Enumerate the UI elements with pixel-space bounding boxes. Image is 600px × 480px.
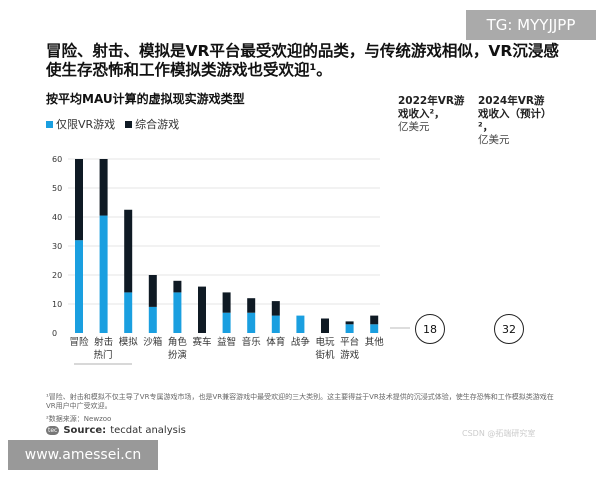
bar-combined (321, 318, 329, 333)
x-tick-label: 沙箱 (143, 336, 162, 348)
legend-combined: 综合游戏 (125, 116, 179, 132)
x-tick-label: 射击 (94, 336, 113, 348)
y-tick-label: 0 (52, 329, 57, 338)
x-tick-label: 扮演 (168, 349, 187, 361)
x-tick-label: 赛车 (192, 336, 211, 348)
csdn-watermark: CSDN @拓端研究室 (462, 429, 536, 438)
footnote-2: ²数据来源：Newzoo (46, 415, 112, 423)
bar-vr-only (222, 312, 231, 333)
y-tick-label: 10 (52, 300, 62, 309)
bar-combined (99, 159, 108, 216)
bar-vr-only (173, 292, 182, 333)
bar-vr-only (247, 312, 256, 333)
bar-combined (247, 298, 256, 313)
bar-vr-only (271, 315, 280, 333)
x-tick-label: 冒险 (69, 336, 89, 348)
group-label: 热门 (93, 349, 112, 361)
bar-combined (271, 301, 280, 316)
bar-combined (370, 315, 379, 325)
revenue-2024-header: 2024年VR游戏收入（预计）²， 亿美元 (478, 95, 547, 146)
x-tick-label: 街机 (315, 349, 335, 361)
legend: 仅限VR游戏 综合游戏 (46, 116, 179, 132)
y-tick-label: 40 (52, 213, 62, 222)
bar-vr-only (370, 324, 379, 333)
y-tick-label: 50 (52, 184, 62, 193)
chart-title: 按平均MAU计算的虚拟现实游戏类型 (46, 92, 245, 106)
bar-vr-only (99, 215, 108, 333)
site-watermark: www.amessei.cn (8, 440, 158, 470)
bar-combined (75, 159, 83, 241)
bar-combined (345, 321, 354, 325)
x-tick-label: 电玩 (315, 336, 335, 348)
x-tick-label: 角色 (168, 336, 188, 348)
bar-vr-only (75, 240, 83, 333)
bar-vr-only (148, 306, 157, 333)
page-title: 冒险、射击、模拟是VR平台最受欢迎的品类，与传统游戏相似，VR沉浸感使生存恐怖和… (46, 42, 559, 79)
x-tick-label: 模拟 (119, 336, 139, 348)
x-tick-label: 战争 (291, 336, 311, 348)
x-tick-label: 其他 (365, 336, 385, 348)
x-tick-label: 体育 (266, 336, 285, 348)
x-tick-label: 益智 (217, 336, 236, 348)
y-tick-label: 60 (52, 155, 62, 164)
bar-combined (173, 280, 182, 293)
y-tick-label: 30 (52, 242, 62, 251)
revenue-2022-value: 18 (415, 314, 445, 344)
revenue-2022-header: 2022年VR游戏收入²， 亿美元 (398, 95, 465, 133)
footnote-1: ¹冒险、射击和模拟不仅主导了VR专属游戏市场，也是VR兼容游戏中最受欢迎的三大类… (46, 393, 554, 410)
revenue-2024-value: 32 (494, 314, 524, 344)
bar-combined (222, 292, 231, 313)
bar-combined (124, 209, 133, 293)
legend-vr-only: 仅限VR游戏 (46, 116, 115, 132)
y-tick-label: 20 (52, 271, 62, 280)
bar-vr-only (296, 315, 305, 333)
x-tick-label: 平台 (340, 336, 359, 348)
bar-combined (198, 286, 206, 333)
bar-combined (148, 275, 157, 307)
x-tick-label: 游戏 (340, 349, 360, 361)
x-tick-label: 音乐 (242, 336, 262, 348)
bar-vr-only (124, 292, 133, 333)
source: tec Source: tecdat analysis (46, 425, 186, 436)
bar-vr-only (345, 324, 354, 333)
tg-watermark: TG: MYYJJPP (466, 10, 596, 40)
tecdat-logo: tec (46, 426, 60, 435)
